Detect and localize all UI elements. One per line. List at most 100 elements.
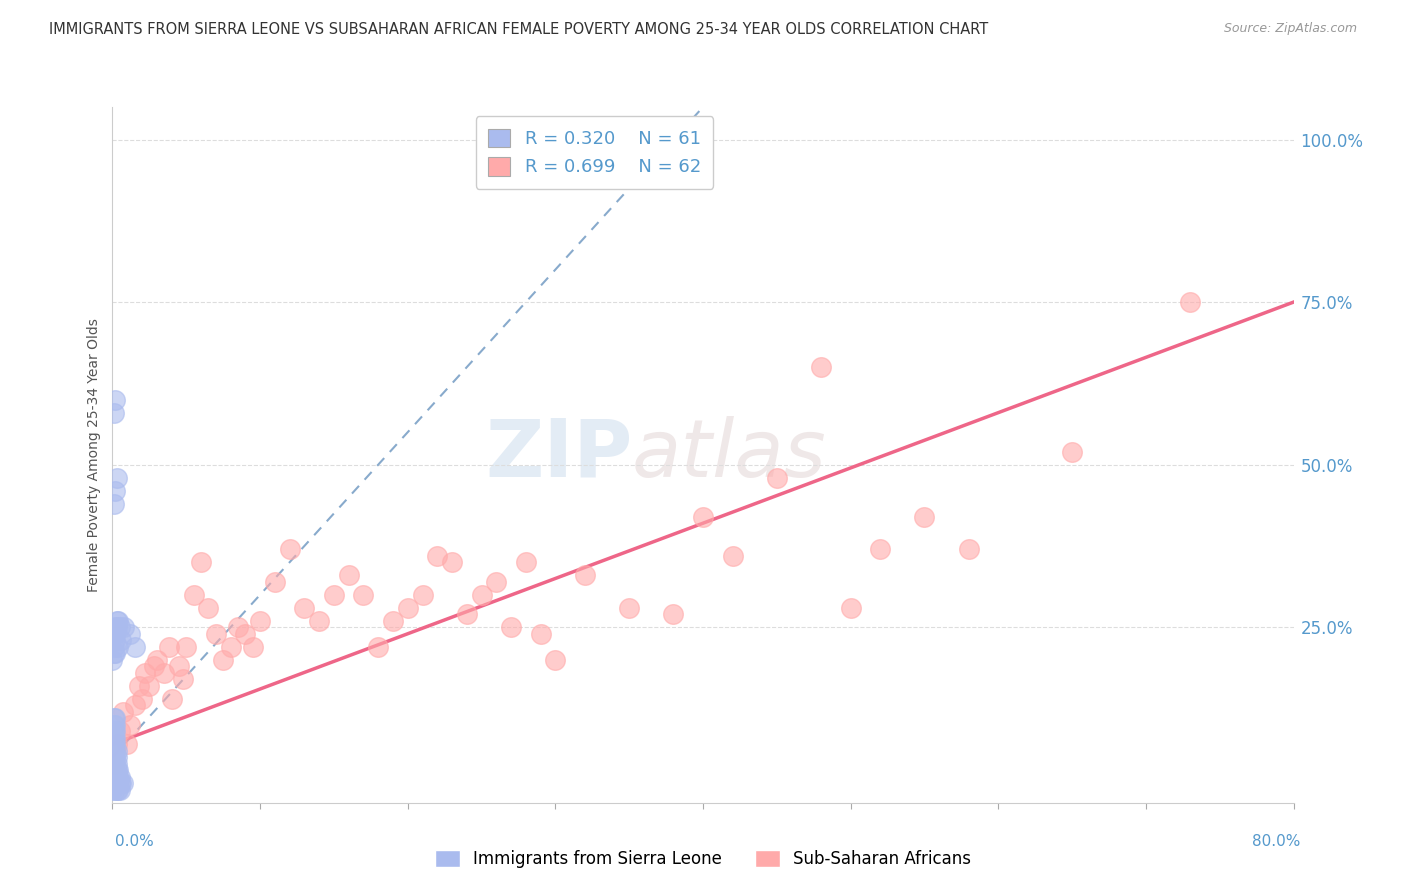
Point	[411, 588, 433, 602]
Point	[278, 542, 301, 557]
Point	[226, 620, 249, 634]
Point	[101, 653, 124, 667]
Point	[352, 588, 374, 602]
Point	[470, 588, 494, 602]
Point	[242, 640, 264, 654]
Point	[103, 744, 125, 758]
Point	[662, 607, 685, 622]
Point	[105, 750, 128, 764]
Point	[107, 782, 129, 797]
Point	[426, 549, 449, 563]
Point	[264, 574, 287, 589]
Point	[103, 750, 125, 764]
Point	[104, 483, 127, 498]
Point	[619, 600, 641, 615]
Point	[105, 770, 128, 784]
Text: 0.0%: 0.0%	[115, 834, 155, 849]
Point	[323, 588, 346, 602]
Point	[103, 497, 125, 511]
Point	[108, 620, 131, 634]
Point	[174, 640, 197, 654]
Point	[111, 705, 134, 719]
Point	[107, 770, 129, 784]
Point	[249, 614, 271, 628]
Point	[103, 718, 125, 732]
Point	[197, 600, 219, 615]
Point	[1178, 295, 1201, 310]
Point	[105, 744, 128, 758]
Point	[205, 626, 228, 640]
Point	[501, 620, 523, 634]
Point	[212, 653, 235, 667]
Point	[117, 737, 138, 751]
Point	[104, 724, 127, 739]
Text: atlas: atlas	[633, 416, 827, 494]
Point	[105, 620, 128, 634]
Point	[146, 653, 169, 667]
Point	[104, 620, 127, 634]
Point	[104, 776, 127, 790]
Point	[107, 640, 129, 654]
Point	[914, 509, 936, 524]
Point	[172, 672, 194, 686]
Point	[1062, 444, 1084, 458]
Point	[382, 614, 405, 628]
Text: IMMIGRANTS FROM SIERRA LEONE VS SUBSAHARAN AFRICAN FEMALE POVERTY AMONG 25-34 YE: IMMIGRANTS FROM SIERRA LEONE VS SUBSAHAR…	[49, 22, 988, 37]
Y-axis label: Female Poverty Among 25-34 Year Olds: Female Poverty Among 25-34 Year Olds	[87, 318, 101, 592]
Point	[104, 711, 127, 725]
Point	[124, 698, 146, 713]
Point	[103, 731, 125, 745]
Point	[456, 607, 478, 622]
Point	[103, 406, 125, 420]
Point	[105, 614, 128, 628]
Point	[544, 653, 567, 667]
Point	[107, 614, 129, 628]
Point	[103, 756, 125, 771]
Text: Source: ZipAtlas.com: Source: ZipAtlas.com	[1223, 22, 1357, 36]
Point	[721, 549, 744, 563]
Point	[104, 646, 127, 660]
Point	[105, 782, 128, 797]
Point	[103, 724, 125, 739]
Point	[110, 776, 132, 790]
Point	[134, 665, 156, 680]
Point	[157, 640, 180, 654]
Text: 80.0%: 80.0%	[1253, 834, 1301, 849]
Point	[108, 724, 131, 739]
Point	[104, 756, 127, 771]
Point	[101, 782, 124, 797]
Point	[167, 659, 190, 673]
Point	[104, 782, 127, 797]
Point	[515, 555, 537, 569]
Point	[105, 737, 128, 751]
Point	[957, 542, 980, 557]
Text: ZIP: ZIP	[485, 416, 633, 494]
Legend: R = 0.320    N = 61, R = 0.699    N = 62: R = 0.320 N = 61, R = 0.699 N = 62	[475, 116, 713, 189]
Point	[104, 750, 127, 764]
Point	[108, 776, 131, 790]
Point	[103, 756, 125, 771]
Point	[219, 640, 242, 654]
Point	[120, 626, 142, 640]
Point	[529, 626, 551, 640]
Point	[153, 665, 176, 680]
Point	[104, 737, 127, 751]
Point	[103, 776, 125, 790]
Point	[292, 600, 315, 615]
Point	[574, 568, 596, 582]
Point	[233, 626, 256, 640]
Point	[183, 588, 205, 602]
Point	[367, 640, 389, 654]
Point	[190, 555, 212, 569]
Point	[105, 776, 128, 790]
Point	[308, 614, 330, 628]
Point	[124, 640, 146, 654]
Point	[337, 568, 360, 582]
Point	[138, 679, 160, 693]
Point	[104, 626, 127, 640]
Point	[105, 471, 128, 485]
Point	[103, 764, 125, 778]
Point	[869, 542, 891, 557]
Point	[839, 600, 862, 615]
Point	[441, 555, 464, 569]
